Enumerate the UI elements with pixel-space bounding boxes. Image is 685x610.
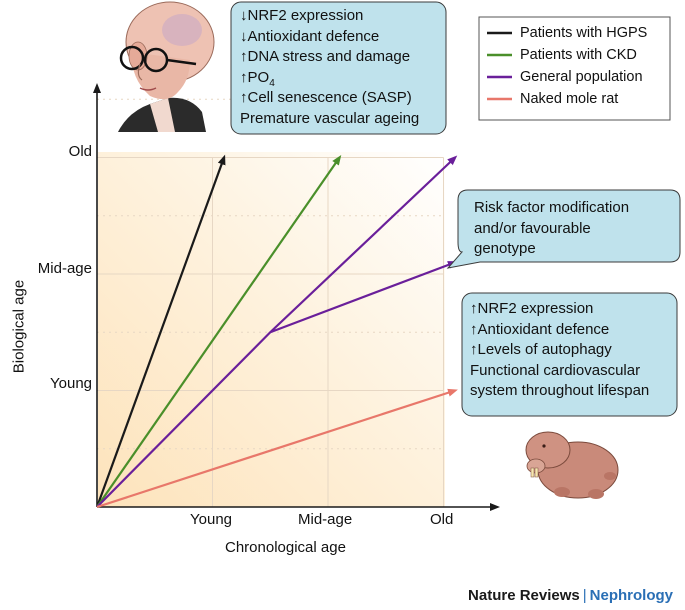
mole-rat-line-1: ↑NRF2 expression xyxy=(470,300,594,317)
series-line-naked-mole-rat xyxy=(96,388,458,509)
hgps-line-6: Premature vascular ageing xyxy=(240,109,420,127)
modification-line-1: Risk factor modification xyxy=(474,199,630,216)
naked-mole-rat-illustration xyxy=(525,431,619,499)
mole-rat-line-4: Functional cardiovascular xyxy=(470,361,641,379)
hgps-line-4-main: ↑PO xyxy=(240,68,270,86)
y-tick-mid-age: Mid-age xyxy=(37,260,92,277)
legend-item-mole-rat: Naked mole rat xyxy=(520,91,619,107)
hgps-line-5: ↑Cell senescence (SASP) xyxy=(240,89,412,106)
series-line-patients-with-hgps xyxy=(95,154,226,508)
legend-item-hgps: Patients with HGPS xyxy=(520,25,648,41)
modification-line-3: genotype xyxy=(474,240,536,257)
mole-rat-line-5: system throughout lifespan xyxy=(470,382,650,399)
legend-labels: Patients with HGPS Patients with CKD Gen… xyxy=(520,22,647,110)
x-tick-mid-age: Mid-age xyxy=(298,511,353,528)
series-line-patients-with-ckd xyxy=(96,155,342,508)
mole-rat-callout xyxy=(461,292,678,417)
x-tick-young: Young xyxy=(190,511,232,528)
hgps-line-4: ↑PO4 xyxy=(240,68,419,89)
hgps-line-3: ↑DNA stress and damage xyxy=(240,48,411,65)
y-tick-young: Young xyxy=(50,375,92,392)
footer-publisher: Nature Reviews xyxy=(468,587,580,604)
y-tick-old: Old xyxy=(68,143,92,160)
mole-rat-callout-text: ↑NRF2 expression ↑Antioxidant defence ↑L… xyxy=(470,299,649,402)
hgps-line-2: ↓Antioxidant defence xyxy=(240,27,380,45)
footer-journal: Nephrology xyxy=(589,587,673,604)
x-tick-old: Old xyxy=(430,511,454,528)
legend xyxy=(478,16,671,121)
modification-callout xyxy=(446,189,681,269)
hgps-line-1: ↓NRF2 expression xyxy=(240,7,364,24)
hgps-callout xyxy=(230,1,447,135)
modification-callout-text: Risk factor modification and/or favourab… xyxy=(474,198,629,260)
footer-brand: Nature Reviews | Nephrology xyxy=(468,587,673,604)
series-line-general-population-modified- xyxy=(269,261,458,334)
mole-rat-line-3: ↑Levels of autophagy xyxy=(470,341,612,358)
footer-separator: | xyxy=(582,587,587,604)
legend-item-general: General population xyxy=(520,69,643,85)
hgps-line-4-sub: 4 xyxy=(269,77,275,89)
series-layer xyxy=(95,154,458,509)
hgps-callout-text: ↓NRF2 expression ↓Antioxidant defence ↑D… xyxy=(240,6,419,129)
modification-line-2: and/or favourable xyxy=(474,219,591,237)
hgps-patient-illustration xyxy=(118,1,215,132)
y-axis-title: Biological age xyxy=(10,279,28,374)
x-axis-title: Chronological age xyxy=(225,539,346,556)
mole-rat-line-2: ↑Antioxidant defence xyxy=(470,320,610,338)
legend-item-ckd: Patients with CKD xyxy=(520,47,637,63)
